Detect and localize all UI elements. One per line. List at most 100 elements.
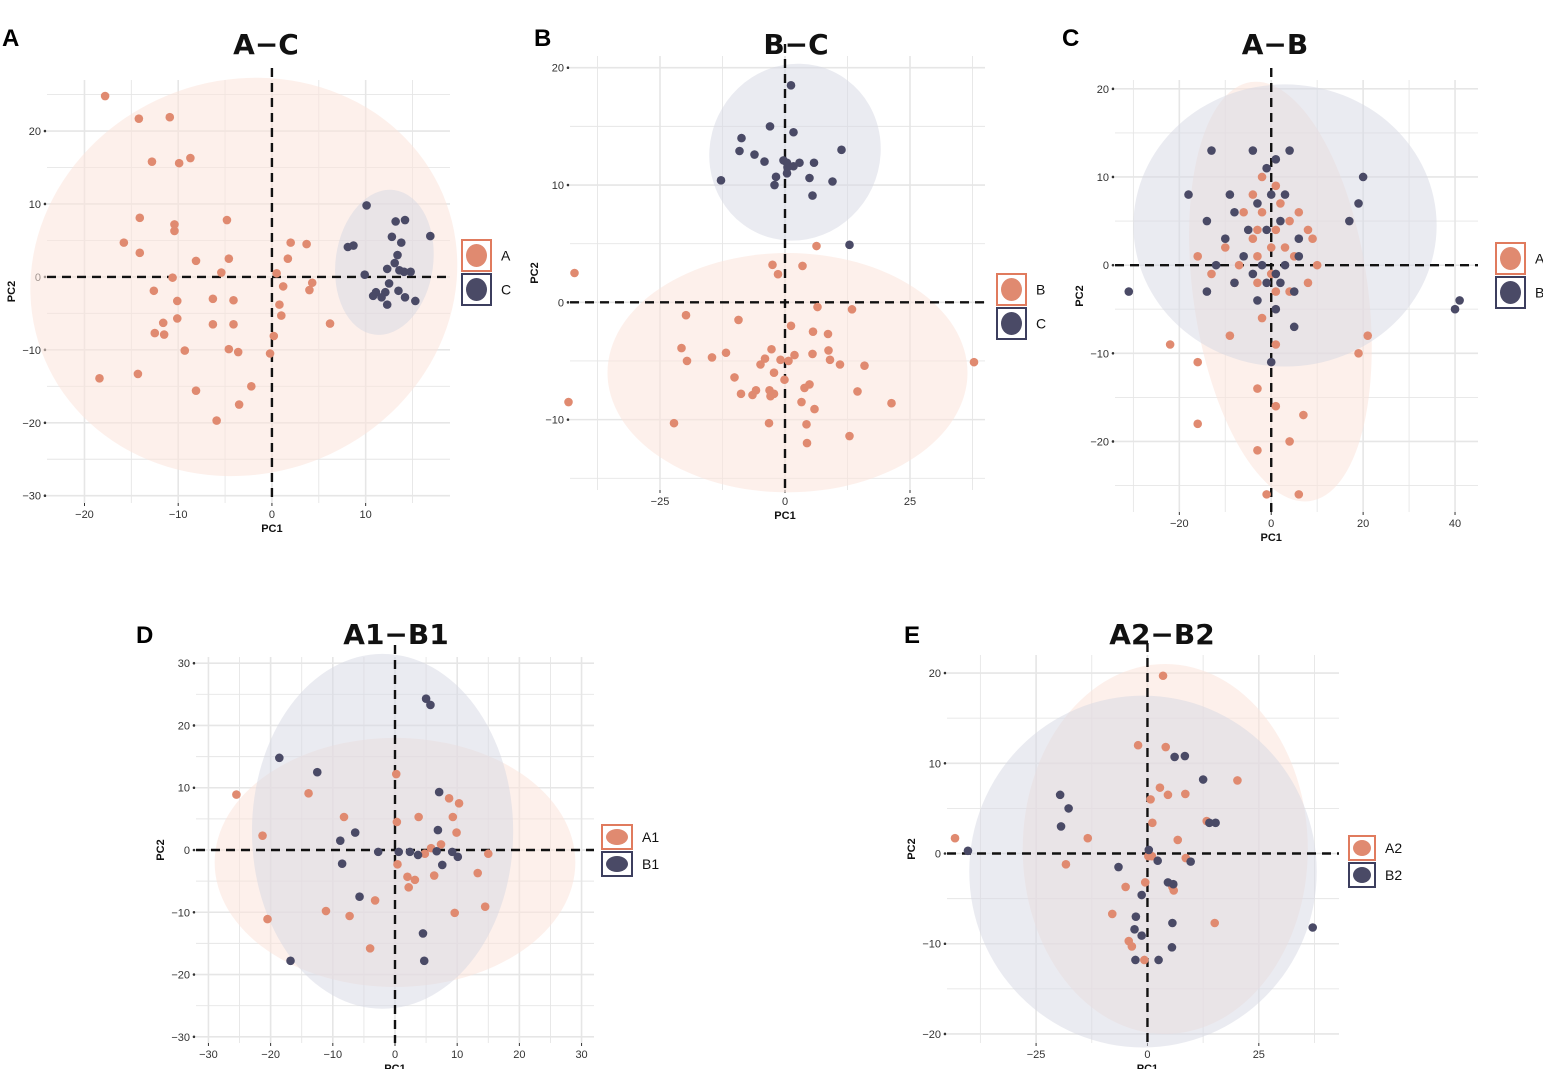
y-tick-mark [1111,263,1115,267]
point-a [1253,252,1262,261]
point-b [969,357,979,367]
point-c [837,145,846,155]
point-c [735,146,744,156]
point-b [1202,216,1212,226]
y-tick-label: 10 [1097,172,1109,184]
point-c [750,150,759,159]
point-c [399,267,409,277]
point-b1 [433,825,443,835]
panel-d: D A1−B1−30 −20 −10 0 10 20 30−30−20−100102030PC… [136,618,659,1069]
x-tick-label: 0 [782,496,788,508]
x-tick-label: 10 [360,509,372,521]
point-a [170,220,179,229]
point-a1 [480,902,490,911]
x-tick-label: 0 [392,1049,398,1061]
point-a [1262,490,1271,499]
point-a [1280,243,1290,252]
point-b2 [1114,862,1123,872]
legend-label-a2: A2 [1385,840,1402,856]
point-b [776,355,785,365]
point-a2 [1107,909,1117,919]
point-b [734,315,743,325]
y-tick-mark [943,942,947,946]
point-b2 [1055,790,1065,800]
point-a [1299,410,1308,420]
point-a [170,226,179,236]
point-b [1248,269,1258,279]
point-a [302,239,311,249]
point-a [1253,384,1262,393]
point-c [387,232,397,242]
point-a1 [404,883,413,892]
point-c [391,217,400,226]
legend: A2 B2 [1348,835,1402,888]
point-a [1266,243,1276,252]
point-a1 [370,896,380,905]
point-a [95,373,104,383]
point-b1 [394,847,404,857]
point-a2 [1210,918,1220,928]
legend: AC [461,239,511,306]
point-b1 [434,787,444,797]
point-b [766,391,775,401]
point-a2 [1163,790,1173,800]
point-a [180,346,190,355]
point-c [400,293,410,302]
x-tick-label: 20 [513,1049,525,1061]
panel-letter: C [1062,25,1079,52]
point-c [737,133,746,143]
point-b [764,418,774,428]
point-a [272,268,281,278]
point-b1 [312,767,322,777]
point-b [786,321,796,331]
y-tick-label: 20 [29,126,41,138]
point-b2 [1205,818,1214,828]
point-c [382,300,392,309]
y-tick-label: 10 [178,783,190,795]
y-tick-mark [192,848,196,852]
point-b [784,356,793,366]
y-tick-label: 0 [1103,260,1109,272]
point-c [377,293,386,302]
point-a2 [1146,795,1155,804]
point-b [1243,225,1253,235]
point-b1 [453,852,463,862]
point-a1 [454,799,464,808]
point-b [798,261,807,271]
point-a [233,347,243,357]
point-c [382,264,392,274]
x-axis-label: PC1 [774,510,795,522]
point-b [760,354,770,363]
point-b [1354,199,1363,208]
point-b [773,269,783,279]
y-tick-label: −10 [545,415,564,427]
point-a [159,330,169,339]
legend-label-b: B [1036,282,1045,298]
point-b [564,397,573,407]
point-c [362,201,371,210]
point-c [765,122,775,131]
point-a [1363,331,1373,340]
point-b1 [275,753,284,763]
y-axis-label: PC2 [529,262,541,283]
point-a1 [403,872,412,882]
point-b [1225,190,1235,199]
point-b [860,361,869,370]
y-tick-mark [192,1035,196,1039]
point-b1 [337,859,347,868]
point-b [1294,252,1304,261]
y-tick-mark [43,129,47,133]
y-tick-label: 30 [178,658,190,670]
point-b [853,387,862,396]
y-axis-label: PC2 [1074,285,1086,306]
point-a [1271,340,1281,349]
point-a [286,238,295,247]
point-c [406,267,415,277]
point-a [172,296,182,306]
point-b2 [1137,931,1146,940]
point-a [1248,190,1258,199]
point-b2 [1168,879,1178,889]
point-c [760,157,769,166]
